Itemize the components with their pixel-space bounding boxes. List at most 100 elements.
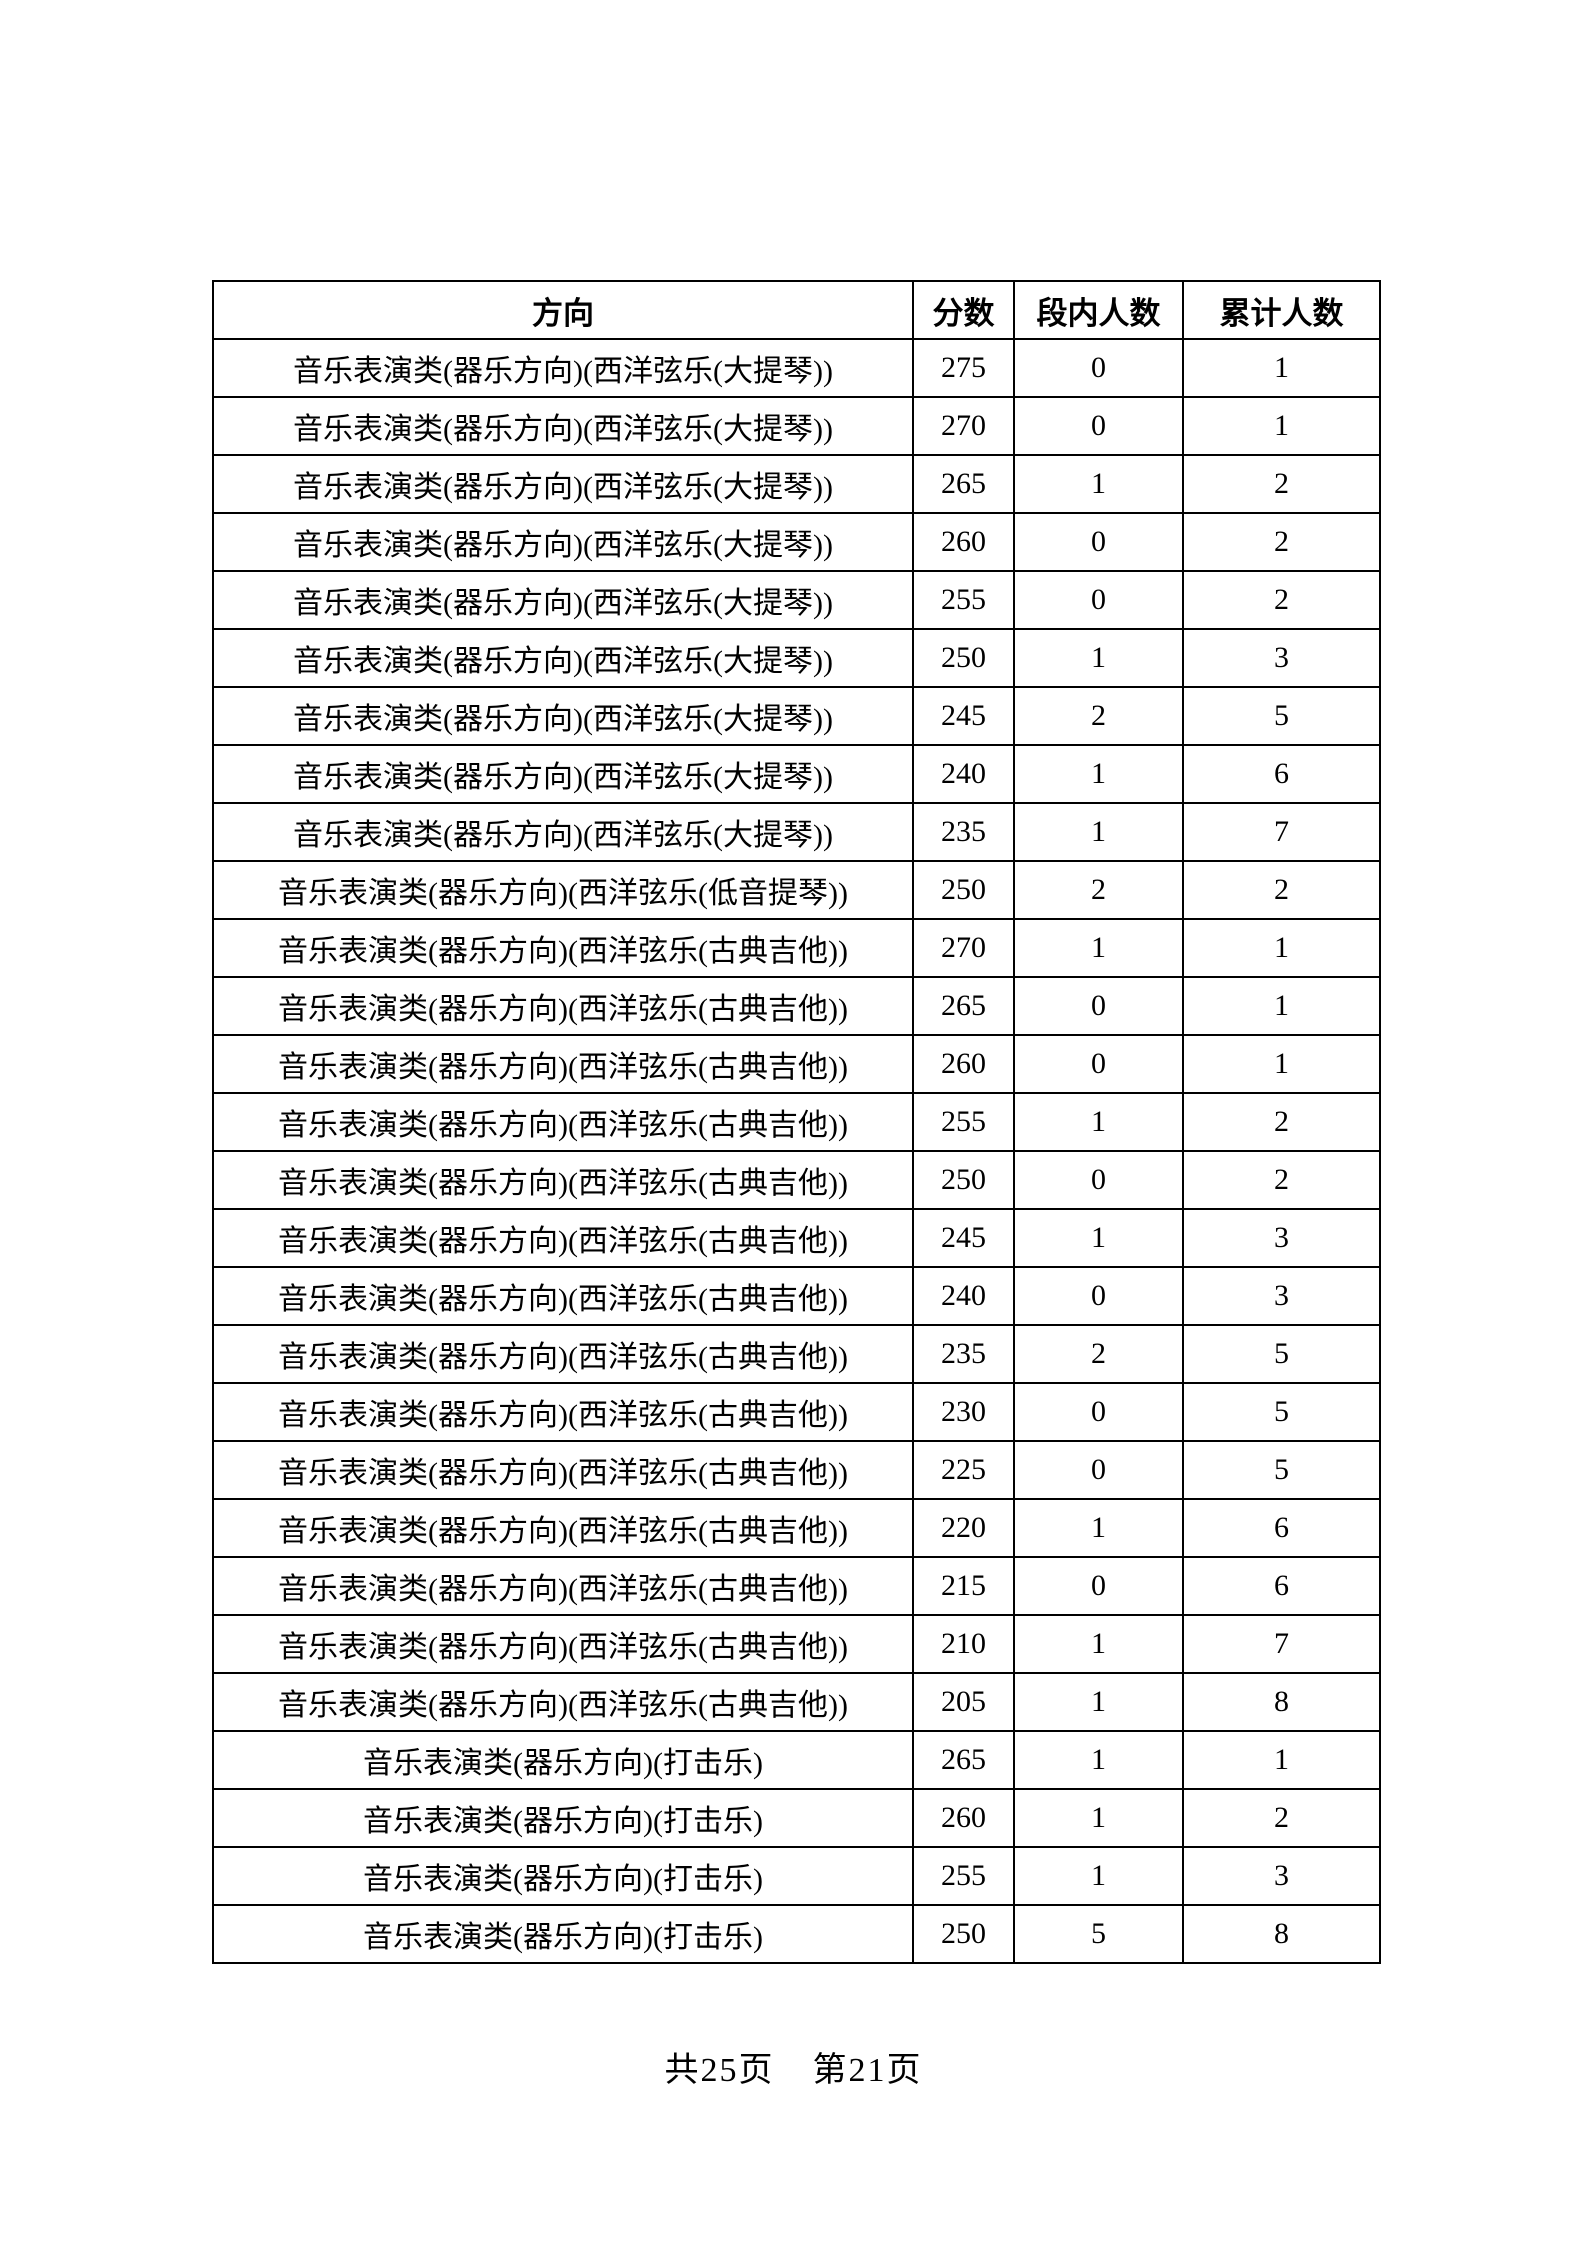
direction-cell: 音乐表演类(器乐方向)(西洋弦乐(古典吉他))	[212, 1208, 914, 1268]
col-header-segment-count: 段内人数	[1013, 280, 1184, 340]
cumulative-count-cell: 5	[1182, 1440, 1381, 1500]
direction-cell: 音乐表演类(器乐方向)(西洋弦乐(古典吉他))	[212, 1150, 914, 1210]
table-row: 音乐表演类(器乐方向)(西洋弦乐(古典吉他)) 230 0 5	[212, 1382, 1381, 1442]
segment-count-cell: 0	[1013, 1266, 1184, 1326]
score-distribution-table: 方向 分数 段内人数 累计人数 音乐表演类(器乐方向)(西洋弦乐(大提琴)) 27…	[212, 280, 1381, 1964]
score-table-body: 音乐表演类(器乐方向)(西洋弦乐(大提琴)) 275 0 1 音乐表演类(器乐方向)(西…	[212, 338, 1381, 1964]
score-cell: 245	[912, 1208, 1015, 1268]
segment-count-cell: 0	[1013, 1382, 1184, 1442]
table-row: 音乐表演类(器乐方向)(西洋弦乐(古典吉他)) 250 0 2	[212, 1150, 1381, 1210]
segment-count-cell: 0	[1013, 396, 1184, 456]
direction-cell: 音乐表演类(器乐方向)(打击乐)	[212, 1730, 914, 1790]
table-row: 音乐表演类(器乐方向)(打击乐) 260 1 2	[212, 1788, 1381, 1848]
cumulative-count-cell: 1	[1182, 338, 1381, 398]
table-row: 音乐表演类(器乐方向)(西洋弦乐(大提琴)) 275 0 1	[212, 338, 1381, 398]
cumulative-count-cell: 6	[1182, 1556, 1381, 1616]
table-row: 音乐表演类(器乐方向)(打击乐) 265 1 1	[212, 1730, 1381, 1790]
direction-cell: 音乐表演类(器乐方向)(西洋弦乐(大提琴))	[212, 686, 914, 746]
score-cell: 250	[912, 1904, 1015, 1964]
segment-count-cell: 2	[1013, 686, 1184, 746]
direction-cell: 音乐表演类(器乐方向)(西洋弦乐(古典吉他))	[212, 1324, 914, 1384]
direction-cell: 音乐表演类(器乐方向)(西洋弦乐(大提琴))	[212, 396, 914, 456]
col-header-cumulative-count: 累计人数	[1182, 280, 1381, 340]
segment-count-cell: 1	[1013, 1846, 1184, 1906]
cumulative-count-cell: 8	[1182, 1672, 1381, 1732]
direction-cell: 音乐表演类(器乐方向)(西洋弦乐(古典吉他))	[212, 1034, 914, 1094]
cumulative-count-cell: 1	[1182, 1034, 1381, 1094]
score-cell: 240	[912, 744, 1015, 804]
table-row: 音乐表演类(器乐方向)(西洋弦乐(古典吉他)) 265 0 1	[212, 976, 1381, 1036]
direction-cell: 音乐表演类(器乐方向)(西洋弦乐(大提琴))	[212, 512, 914, 572]
segment-count-cell: 2	[1013, 1324, 1184, 1384]
segment-count-cell: 1	[1013, 802, 1184, 862]
direction-cell: 音乐表演类(器乐方向)(西洋弦乐(古典吉他))	[212, 918, 914, 978]
segment-count-cell: 1	[1013, 744, 1184, 804]
cumulative-count-cell: 1	[1182, 1730, 1381, 1790]
segment-count-cell: 0	[1013, 570, 1184, 630]
score-cell: 265	[912, 1730, 1015, 1790]
cumulative-count-cell: 5	[1182, 1382, 1381, 1442]
direction-cell: 音乐表演类(器乐方向)(西洋弦乐(大提琴))	[212, 454, 914, 514]
cumulative-count-cell: 2	[1182, 512, 1381, 572]
cumulative-count-cell: 3	[1182, 1208, 1381, 1268]
score-cell: 265	[912, 976, 1015, 1036]
cumulative-count-cell: 2	[1182, 454, 1381, 514]
direction-cell: 音乐表演类(器乐方向)(西洋弦乐(大提琴))	[212, 744, 914, 804]
direction-cell: 音乐表演类(器乐方向)(西洋弦乐(古典吉他))	[212, 1498, 914, 1558]
cumulative-count-cell: 3	[1182, 1266, 1381, 1326]
table-row: 音乐表演类(器乐方向)(西洋弦乐(大提琴)) 270 0 1	[212, 396, 1381, 456]
cumulative-count-cell: 1	[1182, 976, 1381, 1036]
score-cell: 270	[912, 918, 1015, 978]
direction-cell: 音乐表演类(器乐方向)(西洋弦乐(古典吉他))	[212, 1440, 914, 1500]
score-cell: 250	[912, 860, 1015, 920]
table-row: 音乐表演类(器乐方向)(西洋弦乐(大提琴)) 240 1 6	[212, 744, 1381, 804]
score-cell: 210	[912, 1614, 1015, 1674]
cumulative-count-cell: 2	[1182, 1092, 1381, 1152]
col-header-direction: 方向	[212, 280, 914, 340]
table-row: 音乐表演类(器乐方向)(西洋弦乐(古典吉他)) 245 1 3	[212, 1208, 1381, 1268]
score-cell: 240	[912, 1266, 1015, 1326]
score-cell: 275	[912, 338, 1015, 398]
table-row: 音乐表演类(器乐方向)(西洋弦乐(古典吉他)) 260 0 1	[212, 1034, 1381, 1094]
table-row: 音乐表演类(器乐方向)(打击乐) 250 5 8	[212, 1904, 1381, 1964]
page-footer: 共25页 第21页	[0, 2042, 1587, 2091]
score-cell: 215	[912, 1556, 1015, 1616]
segment-count-cell: 1	[1013, 454, 1184, 514]
segment-count-cell: 0	[1013, 1440, 1184, 1500]
table-row: 音乐表演类(器乐方向)(西洋弦乐(古典吉他)) 205 1 8	[212, 1672, 1381, 1732]
cumulative-count-cell: 6	[1182, 1498, 1381, 1558]
cumulative-count-cell: 5	[1182, 686, 1381, 746]
direction-cell: 音乐表演类(器乐方向)(西洋弦乐(古典吉他))	[212, 1672, 914, 1732]
cumulative-count-cell: 5	[1182, 1324, 1381, 1384]
cumulative-count-cell: 2	[1182, 1788, 1381, 1848]
direction-cell: 音乐表演类(器乐方向)(西洋弦乐(古典吉他))	[212, 1556, 914, 1616]
segment-count-cell: 1	[1013, 918, 1184, 978]
direction-cell: 音乐表演类(器乐方向)(西洋弦乐(低音提琴))	[212, 860, 914, 920]
cumulative-count-cell: 1	[1182, 396, 1381, 456]
segment-count-cell: 1	[1013, 1208, 1184, 1268]
direction-cell: 音乐表演类(器乐方向)(西洋弦乐(大提琴))	[212, 802, 914, 862]
direction-cell: 音乐表演类(器乐方向)(打击乐)	[212, 1904, 914, 1964]
table-row: 音乐表演类(器乐方向)(西洋弦乐(古典吉他)) 235 2 5	[212, 1324, 1381, 1384]
footer-current-page: 第21页	[812, 2052, 923, 2089]
table-header-row: 方向 分数 段内人数 累计人数	[212, 280, 1381, 340]
cumulative-count-cell: 7	[1182, 802, 1381, 862]
segment-count-cell: 1	[1013, 1672, 1184, 1732]
segment-count-cell: 5	[1013, 1904, 1184, 1964]
score-cell: 250	[912, 1150, 1015, 1210]
table-row: 音乐表演类(器乐方向)(西洋弦乐(古典吉他)) 255 1 2	[212, 1092, 1381, 1152]
segment-count-cell: 1	[1013, 1092, 1184, 1152]
direction-cell: 音乐表演类(器乐方向)(打击乐)	[212, 1846, 914, 1906]
score-cell: 205	[912, 1672, 1015, 1732]
cumulative-count-cell: 2	[1182, 860, 1381, 920]
direction-cell: 音乐表演类(器乐方向)(西洋弦乐(古典吉他))	[212, 1092, 914, 1152]
table-row: 音乐表演类(器乐方向)(打击乐) 255 1 3	[212, 1846, 1381, 1906]
score-cell: 260	[912, 1034, 1015, 1094]
table-row: 音乐表演类(器乐方向)(西洋弦乐(大提琴)) 260 0 2	[212, 512, 1381, 572]
segment-count-cell: 1	[1013, 1730, 1184, 1790]
score-cell: 255	[912, 570, 1015, 630]
direction-cell: 音乐表演类(器乐方向)(西洋弦乐(古典吉他))	[212, 1614, 914, 1674]
segment-count-cell: 1	[1013, 1614, 1184, 1674]
direction-cell: 音乐表演类(器乐方向)(打击乐)	[212, 1788, 914, 1848]
